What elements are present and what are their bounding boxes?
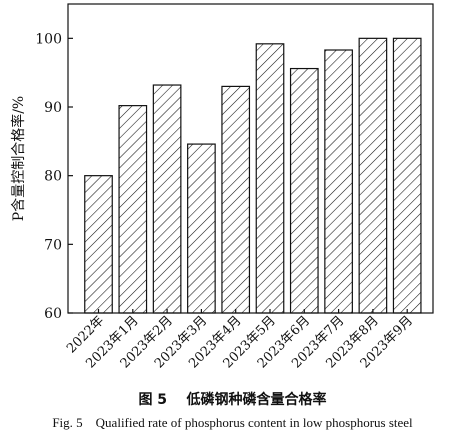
y-tick-label-100: 100 (35, 31, 62, 47)
bar-5 (221, 85, 251, 314)
bar-2 (118, 105, 148, 314)
figure-caption-english: Fig. 5 Qualified rate of phosphorus cont… (52, 415, 413, 430)
axes-layer (67, 3, 434, 314)
bar-1 (84, 175, 113, 314)
y-tick-label-60: 60 (44, 306, 62, 322)
bar-3 (152, 84, 182, 314)
bar-6 (255, 43, 285, 314)
bar-8 (324, 49, 353, 314)
y-axis-title: P含量控制合格率/% (10, 96, 27, 221)
y-tick-label-90: 90 (44, 100, 62, 116)
y-tick-label-70: 70 (44, 237, 62, 253)
bar-9 (358, 37, 388, 314)
y-tick-label-80: 80 (44, 169, 62, 185)
bar-10 (392, 37, 422, 314)
bar-7 (289, 67, 319, 314)
plot-frame (67, 3, 434, 314)
bar-4 (187, 143, 216, 314)
bars-layer (84, 37, 422, 314)
figure-caption-chinese: 图 5 低磷钢种磷含量合格率 (138, 392, 327, 408)
